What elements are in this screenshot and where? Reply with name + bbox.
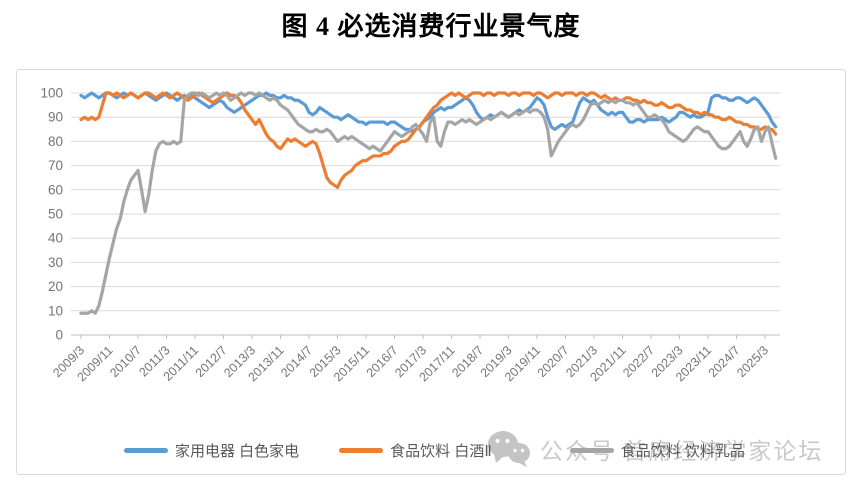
y-tick-label: 100 <box>40 86 63 101</box>
y-tick-label: 90 <box>48 110 63 125</box>
legend-swatch-gray <box>569 448 614 453</box>
x-tick-label: 2012/7 <box>193 343 230 380</box>
chart-area: 0 10 20 30 40 50 60 70 80 90 100 2009/3 2009/11 2010/… <box>16 69 846 475</box>
x-tick-label: 2016/7 <box>364 343 401 380</box>
y-tick-label: 10 <box>48 303 63 318</box>
y-tick-label: 40 <box>48 231 63 246</box>
series-line-2 <box>79 91 778 315</box>
x-tick-label: 2018/7 <box>449 343 486 380</box>
legend-label: 食品饮料 饮料乳品 <box>620 443 745 460</box>
legend: 家用电器 白色家电 食品饮料 白酒Ⅱ 食品饮料 饮料乳品 <box>17 440 845 461</box>
x-tick-label: 2010/7 <box>107 343 144 380</box>
legend-swatch-blue <box>124 448 168 453</box>
legend-item-baijiu: 食品饮料 白酒Ⅱ <box>339 440 492 461</box>
chart-title: 图 4 必选消费行业景气度 <box>281 12 581 41</box>
line-chart: 01020304050607080901002009/32009/112010/… <box>40 86 780 384</box>
y-tick-label: 50 <box>48 207 63 222</box>
y-tick-label: 30 <box>48 255 63 270</box>
legend-label: 食品饮料 白酒Ⅱ <box>390 443 492 460</box>
x-tick-label: 2025/3 <box>734 343 771 380</box>
x-tick-label: 2022/7 <box>620 343 657 380</box>
y-tick-label: 80 <box>48 134 63 149</box>
legend-item-white-goods: 家用电器 白色家电 <box>124 440 299 461</box>
wechat-icon <box>487 430 531 468</box>
x-tick-label: 2024/7 <box>706 343 743 380</box>
legend-swatch-orange <box>339 448 384 453</box>
y-tick-label: 0 <box>55 328 63 343</box>
y-tick-label: 60 <box>48 182 63 197</box>
legend-item-beverage-dairy: 食品饮料 饮料乳品 <box>569 440 745 461</box>
x-tick-label: 2014/7 <box>278 343 315 380</box>
y-tick-label: 20 <box>48 279 63 294</box>
x-tick-label: 2020/7 <box>535 343 572 380</box>
legend-label: 家用电器 白色家电 <box>175 443 300 460</box>
y-tick-label: 70 <box>48 158 63 173</box>
